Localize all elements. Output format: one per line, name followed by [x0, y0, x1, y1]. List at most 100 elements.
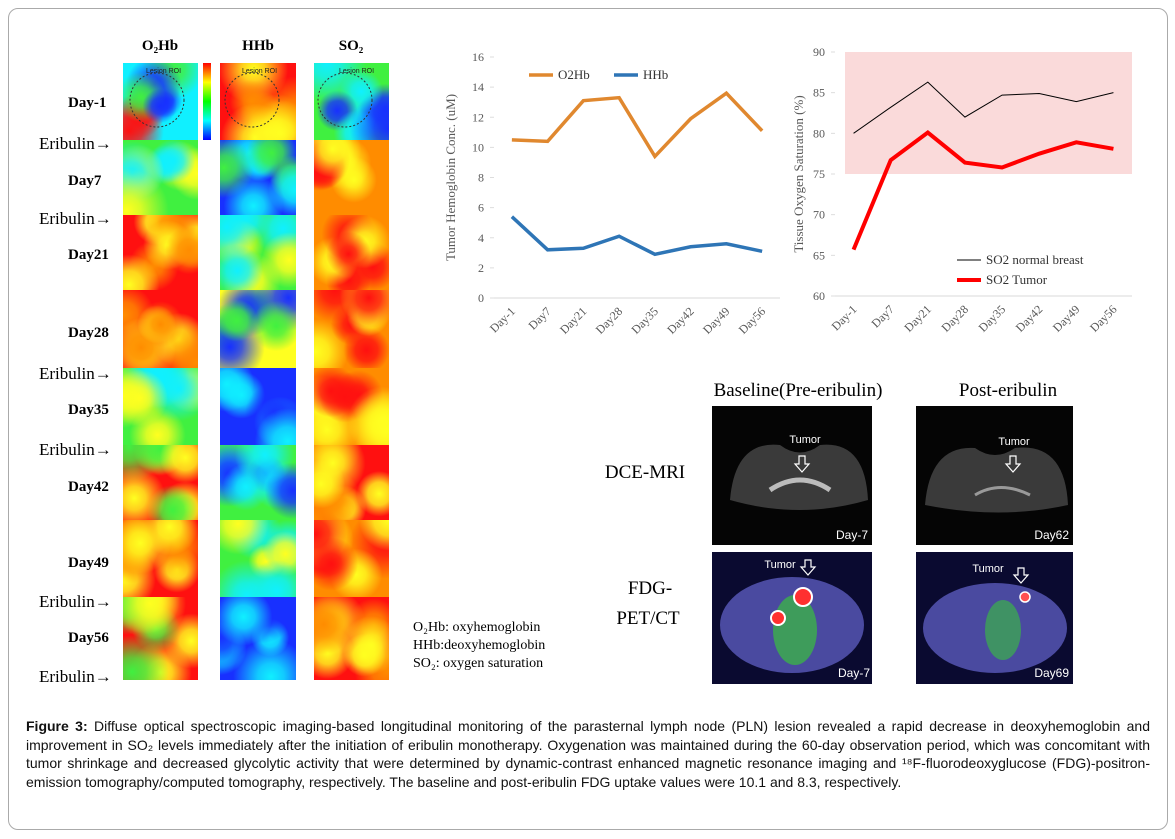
- x-tick-label: Day28: [939, 302, 972, 335]
- legend-label: HHb: [643, 67, 668, 82]
- heatmap-cell: [314, 290, 389, 368]
- heatmap-cell: [220, 520, 296, 597]
- column-header: O₂Hb: [142, 38, 178, 54]
- y-tick-label: 0: [478, 291, 484, 305]
- roi-circle: [317, 72, 373, 128]
- day-label: Day7: [68, 173, 102, 189]
- caption: Figure 3: Diffuse optical spectroscopic …: [26, 717, 1150, 791]
- uptake: [770, 610, 786, 626]
- heatmap-cell: [314, 140, 389, 215]
- tumor-label: Tumor: [764, 559, 796, 571]
- legend-label: O2Hb: [558, 67, 590, 82]
- roi-circle: [224, 72, 280, 128]
- day-label: Day69: [1034, 666, 1069, 680]
- x-tick-label: Day56: [1087, 302, 1120, 335]
- uptake: [793, 587, 813, 607]
- panel-labels: Tumor Tumor Tumor Tumor Day-7 Day62 Day-…: [764, 434, 1069, 680]
- heatmap-cell: [220, 215, 296, 290]
- y-tick-label: 70: [813, 208, 825, 222]
- y-axis-label: Tumor Hemoglobin Conc. (uM): [443, 94, 458, 261]
- day-label: Day21: [68, 247, 109, 263]
- x-tick-label: Day7: [869, 302, 897, 330]
- roi-circles: [129, 72, 373, 128]
- x-tick-label: Day42: [664, 304, 697, 337]
- y-tick-label: 6: [478, 201, 484, 215]
- heatmap-cell: [123, 63, 198, 140]
- eribulin-label: Eribulin→: [39, 667, 112, 686]
- heatmap-cell: [220, 445, 296, 520]
- x-tick-label: Day35: [628, 304, 661, 337]
- day-label: Day42: [68, 479, 109, 495]
- y-tick-label: 60: [813, 289, 825, 303]
- legend-text: O₂Hb: oxyhemoglobin: [413, 620, 540, 635]
- day-label: Day-1: [68, 95, 106, 111]
- y-tick-label: 90: [813, 45, 825, 59]
- y-tick-label: 4: [478, 231, 484, 245]
- y-tick-label: 10: [472, 140, 484, 154]
- heatmap-cell: [123, 445, 198, 520]
- heatmap-cell: [123, 140, 198, 215]
- day-label: Day28: [68, 325, 109, 341]
- x-tick-label: Day21: [901, 302, 934, 335]
- roi-labels: Lesion ROI Lesion ROI Lesion ROI: [146, 68, 374, 75]
- column-header: HHb: [242, 38, 274, 54]
- imaging-labels: Baseline(Pre-eribulin) Post-eribulin DCE…: [605, 380, 1058, 629]
- x-tick-label: Day28: [593, 304, 626, 337]
- data-line: [851, 129, 1114, 251]
- y-axis-label: Tissue Oxygen Saturation (%): [791, 95, 806, 252]
- eribulin-label: Eribulin→: [39, 440, 112, 459]
- column-header: SO₂: [339, 38, 364, 54]
- x-tick-label: Day49: [700, 304, 733, 337]
- tumor-label: Tumor: [998, 436, 1030, 448]
- legend-text: HHb:deoxyhemoglobin: [413, 638, 545, 653]
- y-tick-label: 75: [813, 167, 825, 181]
- figure-frame: [8, 8, 1168, 830]
- arrows: [793, 455, 1030, 584]
- heatmap-cell: [314, 520, 389, 597]
- x-tick-label: Day35: [976, 302, 1009, 335]
- y-tick-label: 8: [478, 171, 484, 185]
- y-tick-label: 14: [472, 80, 484, 94]
- row-label: DCE-MRI: [605, 462, 685, 483]
- caption-text: Diffuse optical spectroscopic imaging-ba…: [26, 718, 1150, 790]
- reference-band: [845, 52, 1132, 174]
- column-header: Baseline(Pre-eribulin): [714, 380, 883, 401]
- heatmap-cell: [123, 520, 198, 597]
- legend-label: SO2 Tumor: [986, 272, 1048, 287]
- eribulin-labels: Eribulin→ Eribulin→ Eribulin→ Eribulin→ …: [39, 134, 112, 686]
- x-tick-label: Day-1: [487, 304, 518, 335]
- roi-label: Lesion ROI: [339, 68, 374, 75]
- tissue: [974, 486, 1031, 497]
- y-tick-label: 12: [472, 110, 484, 124]
- arrow: [799, 559, 817, 576]
- tissue: [768, 477, 832, 493]
- row-label: PET/CT: [616, 608, 680, 629]
- roi-circle: [129, 72, 185, 128]
- roi-label: Lesion ROI: [146, 68, 181, 75]
- arrow: [1012, 567, 1030, 584]
- heatmap-cell: [314, 215, 389, 290]
- y-tick-label: 80: [813, 126, 825, 140]
- data-line: [510, 215, 763, 257]
- pet-panel: [916, 552, 1073, 684]
- day-label: Day-7: [838, 666, 870, 680]
- heatmap-cell: [220, 597, 296, 680]
- data-line: [853, 81, 1114, 134]
- heatmap-cell: [123, 368, 198, 445]
- eribulin-label: Eribulin→: [39, 209, 112, 228]
- tissue: [925, 447, 1068, 513]
- data-line: [511, 90, 764, 160]
- day-label: Day-7: [836, 528, 868, 542]
- eribulin-label: Eribulin→: [39, 592, 112, 611]
- x-tick-label: Day56: [736, 304, 769, 337]
- uptake: [1019, 591, 1031, 603]
- x-tick-label: Day42: [1013, 302, 1046, 335]
- y-tick-label: 85: [813, 86, 825, 100]
- heatmap-cell: [220, 140, 296, 215]
- day-label: Day49: [68, 555, 109, 571]
- caption-label: Figure 3:: [26, 718, 88, 734]
- y-tick-label: 16: [472, 50, 484, 64]
- heatmap-cell: [123, 290, 198, 368]
- y-tick-label: 65: [813, 248, 825, 262]
